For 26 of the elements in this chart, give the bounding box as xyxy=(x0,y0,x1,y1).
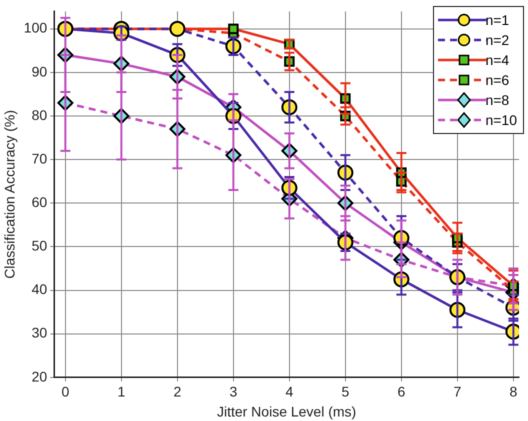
legend-label: n=8 xyxy=(485,92,510,108)
x-tick-label: 2 xyxy=(173,384,182,400)
y-tick-label: 100 xyxy=(24,20,48,36)
y-tick-label: 40 xyxy=(32,281,48,298)
x-tick-label: 1 xyxy=(117,384,126,400)
y-tick-label: 70 xyxy=(32,150,48,166)
x-tick-label: 3 xyxy=(229,384,238,400)
y-tick-label: 20 xyxy=(32,368,48,384)
y-tick-label: 30 xyxy=(32,324,48,341)
legend-label: n=2 xyxy=(485,32,510,48)
x-tick-label: 8 xyxy=(510,384,518,400)
x-tick-label: 6 xyxy=(397,384,406,400)
legend-label: n=6 xyxy=(485,72,510,88)
legend-label: n=1 xyxy=(485,12,510,28)
y-tick-label: 60 xyxy=(32,194,48,210)
x-tick-label: 4 xyxy=(285,384,294,400)
x-tick-label: 7 xyxy=(453,384,462,400)
x-tick-label: 0 xyxy=(61,384,70,400)
legend-label: n=10 xyxy=(485,112,517,128)
y-tick-label: 90 xyxy=(32,63,48,80)
y-axis-title: Classification Accuracy (%) xyxy=(1,110,18,279)
y-tick-label: 80 xyxy=(32,106,48,123)
x-axis-title: Jitter Noise Level (ms) xyxy=(216,403,356,420)
y-tick-label: 50 xyxy=(32,238,48,254)
x-tick-label: 5 xyxy=(341,384,350,400)
legend-label: n=4 xyxy=(485,52,510,68)
